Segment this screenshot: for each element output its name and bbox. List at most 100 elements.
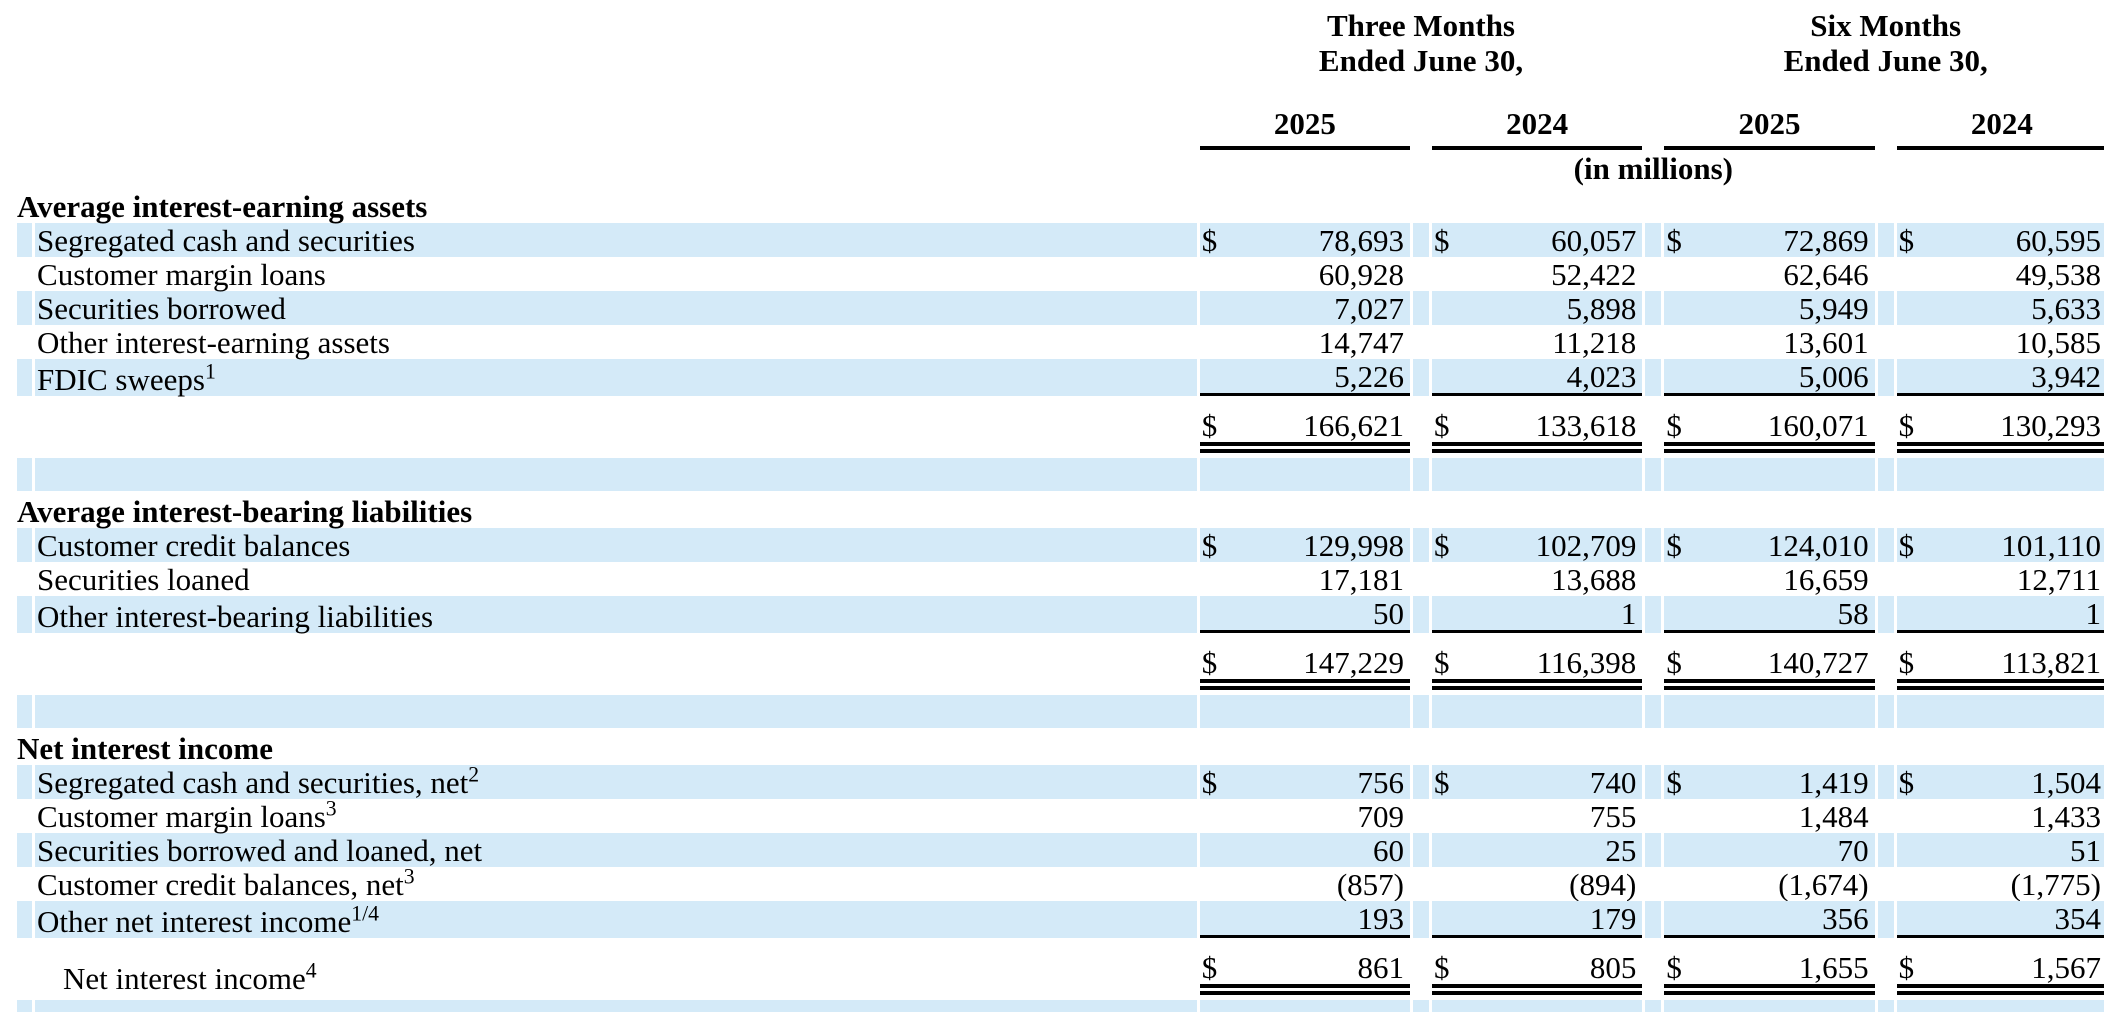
value-cell: $102,709 (1432, 528, 1643, 562)
value-cell: $116,398 (1432, 633, 1643, 690)
value-text: 756 (1357, 765, 1404, 800)
value-text: 5,633 (2031, 291, 2101, 326)
value-cell: 1,484 (1664, 799, 1874, 833)
value-text: 58 (1837, 596, 1869, 631)
value-text: 52,422 (1551, 257, 1637, 292)
value-cell (1664, 453, 1875, 491)
row-label (35, 633, 1197, 690)
value-cell: 709 (1200, 799, 1410, 833)
value-cell: 3,942 (1896, 359, 2104, 396)
column-spacer (1877, 528, 1894, 562)
value-text: 129,998 (1303, 528, 1404, 563)
value-text: 5,006 (1798, 359, 1869, 394)
left-margin-cell (0, 938, 14, 995)
value-text: 140,727 (1767, 645, 1869, 680)
footnote-ref: 3 (403, 864, 415, 889)
value-text: 70 (1837, 833, 1869, 868)
column-spacer (1645, 901, 1662, 938)
indent-cell (17, 867, 32, 901)
row-label: Other interest-bearing liabilities (35, 596, 1197, 633)
period-header-row: Three Months Ended June 30, Six Months E… (0, 0, 2104, 92)
year-header-6m-2025: 2025 (1664, 92, 1875, 150)
value-cell: $140,727 (1664, 633, 1875, 690)
value-text: 13,688 (1551, 562, 1637, 597)
value-cell (1664, 995, 1875, 1012)
value-text: 130,293 (2000, 408, 2101, 443)
value-text: 62,646 (1783, 257, 1869, 292)
value-text: 1,655 (1798, 950, 1869, 985)
section-header-label: Net interest income (17, 731, 273, 766)
table-row: Other interest-earning assets 14,747 11,21… (0, 325, 2104, 359)
period-line2: Ended June 30, (1318, 43, 1524, 78)
value-cell (1199, 995, 1410, 1012)
indent-cell (17, 938, 32, 995)
indent-cell (17, 833, 33, 867)
column-spacer (1878, 633, 1894, 690)
section-header-label: Average interest-bearing liabilities (17, 494, 473, 529)
table-row: Customer credit balances, net3 (857) (894)… (0, 864, 2104, 901)
value-text: 124,010 (1767, 528, 1869, 563)
indent-cell (17, 765, 33, 799)
value-text: 354 (2054, 901, 2102, 936)
value-cell (1896, 995, 2104, 1012)
year-header-row: 2025 2024 2025 2024 (0, 92, 2104, 150)
column-spacer (1645, 938, 1661, 995)
row-label: Other interest-earning assets (37, 325, 390, 360)
value-cell: 755 (1432, 799, 1642, 833)
value-cell: 193 (1199, 901, 1410, 938)
value-cell: 5,006 (1664, 359, 1875, 396)
left-margin-cell (0, 728, 14, 765)
column-spacer (1877, 596, 1894, 633)
currency-symbol: $ (1201, 223, 1218, 258)
footnote-ref: 1/4 (351, 901, 379, 926)
currency-symbol: $ (1666, 223, 1682, 258)
table-row: Other net interest income1/4 193 179 356 354 (0, 901, 2104, 938)
value-text: 166,621 (1303, 408, 1404, 443)
left-margin-cell (0, 867, 14, 901)
value-cell: $133,618 (1432, 396, 1643, 453)
column-spacer (1645, 453, 1662, 491)
value-cell: $147,229 (1199, 633, 1410, 690)
left-margin-cell (0, 562, 14, 596)
footnote-ref: 2 (468, 762, 480, 787)
value-text: 60,057 (1551, 223, 1637, 258)
value-text: 78,693 (1318, 223, 1404, 258)
table-row: FDIC sweeps1 5,226 4,023 5,006 3,942 (0, 359, 2104, 396)
left-margin-cell (0, 765, 15, 799)
value-cell: $101,110 (1896, 528, 2104, 563)
column-spacer (1645, 0, 1662, 92)
value-text: 179 (1589, 901, 1637, 936)
value-text: 16,659 (1783, 562, 1869, 597)
value-text: 805 (1589, 950, 1637, 985)
currency-symbol: $ (1898, 528, 1915, 563)
value-text: 113,821 (2001, 645, 2101, 680)
value-cell (1432, 690, 1643, 728)
value-cell: $124,010 (1664, 528, 1875, 563)
column-spacer (1878, 867, 1894, 901)
value-cell: 50 (1199, 596, 1410, 633)
value-cell: $129,998 (1199, 528, 1410, 563)
row-label: Segregated cash and securities, net2 (35, 762, 1197, 799)
value-text: 356 (1822, 901, 1869, 936)
left-margin-cell (0, 690, 15, 728)
row-fill (1200, 491, 2104, 528)
column-spacer (1645, 396, 1661, 453)
value-text: 861 (1357, 950, 1404, 985)
value-cell: $756 (1199, 765, 1410, 800)
units-note: (in millions) (1199, 150, 2104, 186)
left-margin-cell (0, 633, 14, 690)
value-text: 13,601 (1783, 325, 1869, 360)
column-spacer (1645, 291, 1662, 325)
indent-cell (17, 901, 33, 938)
row-label: Customer margin loans3 (37, 796, 337, 834)
currency-symbol: $ (1666, 645, 1682, 680)
indent-cell (17, 596, 33, 633)
value-cell (1896, 690, 2104, 728)
value-cell (1199, 453, 1410, 491)
blank-row (0, 453, 2104, 491)
column-spacer (1645, 596, 1662, 633)
table-row: Segregated cash and securities, net2 $756… (0, 762, 2104, 800)
row-label: Other net interest income1/4 (35, 901, 1197, 938)
